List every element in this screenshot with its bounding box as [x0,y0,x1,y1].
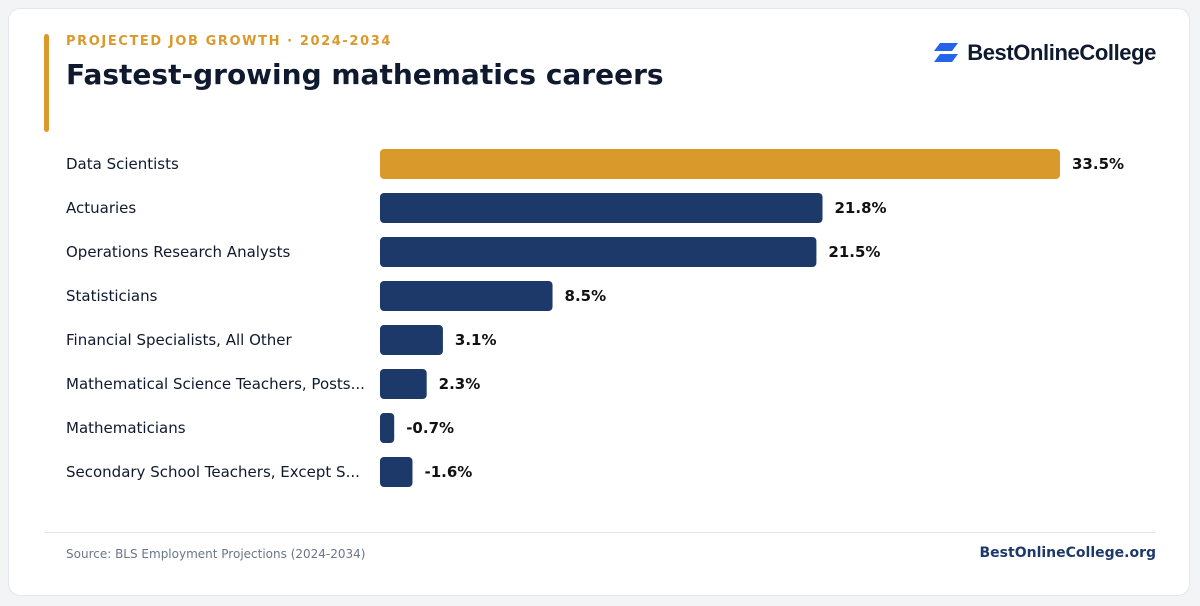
chart-card [8,8,1190,596]
source-note: Source: BLS Employment Projections (2024… [66,547,366,561]
bar [380,457,413,487]
footer-divider [44,532,1156,533]
value-label: -1.6% [424,463,472,481]
bar-chart: Data Scientists 33.5% Actuaries 21.8% Operat… [66,149,1124,487]
bestonlinecollege-logo-icon [933,43,959,63]
footer-site-link[interactable]: BestOnlineCollege.org [979,545,1156,561]
category-label: Operations Research Analysts [66,243,291,261]
category-label: Data Scientists [66,155,179,173]
category-label: Statisticians [66,287,158,305]
brand-name: BestOnlineCollege [967,40,1156,65]
category-label: Financial Specialists, All Other [66,331,292,349]
page-title: Fastest-growing mathematics careers [66,58,664,91]
eyebrow-label: PROJECTED JOB GROWTH · 2024-2034 [66,34,393,49]
value-label: 21.5% [828,243,880,261]
bar [380,325,443,355]
header-accent-bar [44,34,49,132]
value-label: 3.1% [455,331,497,349]
value-label: 8.5% [565,287,607,305]
category-label: Actuaries [66,199,136,217]
bar [380,237,817,267]
value-label: 33.5% [1072,155,1124,173]
bar [380,413,395,443]
brand-logo: BestOnlineCollege [933,40,1156,66]
category-label: Mathematical Science Teachers, Posts... [66,375,365,393]
value-label: 21.8% [835,199,887,217]
category-label: Secondary School Teachers, Except S... [66,463,360,481]
bar [380,281,553,311]
bar [380,369,427,399]
value-label: -0.7% [406,419,454,437]
bar [380,149,1060,179]
value-label: 2.3% [439,375,481,393]
bar [380,193,823,223]
category-label: Mathematicians [66,419,186,437]
